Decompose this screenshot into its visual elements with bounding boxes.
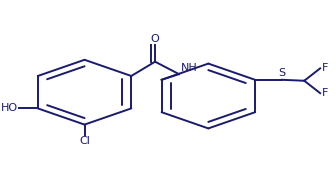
Text: F: F	[322, 88, 328, 98]
Text: F: F	[322, 63, 328, 73]
Text: NH: NH	[180, 63, 197, 73]
Text: Cl: Cl	[79, 136, 90, 146]
Text: S: S	[279, 68, 286, 78]
Text: HO: HO	[1, 103, 18, 113]
Text: O: O	[151, 34, 160, 44]
